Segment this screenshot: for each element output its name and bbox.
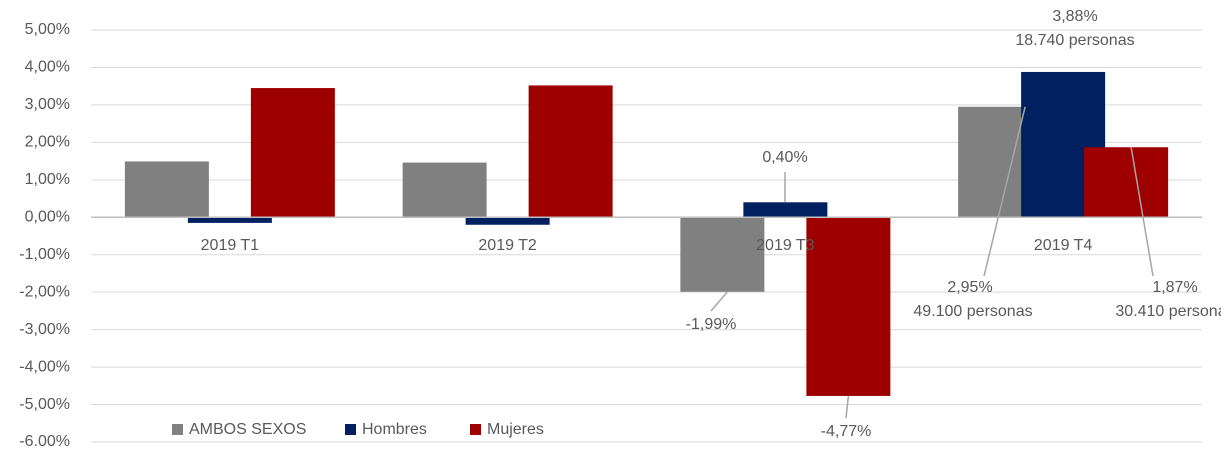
data-label: 3,88% — [1052, 8, 1097, 25]
leader-line — [1130, 147, 1154, 277]
y-tick-label: 2,00% — [25, 134, 70, 151]
legend-swatch — [172, 424, 183, 435]
bar — [1084, 147, 1169, 218]
y-tick-label: -2,00% — [19, 283, 70, 300]
bar — [250, 88, 335, 218]
y-tick-label: -3,00% — [19, 321, 70, 338]
y-tick-label: -5,00% — [19, 396, 70, 413]
x-tick-label: 2019 T1 — [201, 237, 260, 254]
y-tick-label: 4,00% — [25, 59, 70, 76]
y-tick-label: 0,00% — [25, 208, 70, 225]
legend-label: AMBOS SEXOS — [189, 421, 306, 438]
bar — [680, 217, 765, 292]
data-label: 2,95% — [947, 279, 992, 296]
x-tick-label: 2019 T3 — [756, 237, 815, 254]
x-tick-label: 2019 T2 — [478, 237, 537, 254]
leader-line — [983, 106, 1026, 277]
bar — [743, 202, 828, 218]
data-note: 30.410 personas — [1115, 303, 1221, 320]
data-label: 0,40% — [762, 149, 807, 166]
y-tick-label: 1,00% — [25, 171, 70, 188]
data-label: -4,77% — [821, 423, 872, 440]
y-tick-label: 3,00% — [25, 96, 70, 113]
x-tick-label: 2019 T4 — [1034, 237, 1093, 254]
legend-label: Hombres — [362, 421, 427, 438]
y-tick-label: -1,00% — [19, 246, 70, 263]
bar — [187, 217, 272, 223]
leader-line — [710, 291, 728, 312]
legend-swatch — [470, 424, 481, 435]
bar — [402, 162, 487, 218]
y-tick-label: -4,00% — [19, 358, 70, 375]
bar — [124, 161, 209, 218]
y-tick-label: -6.00% — [19, 433, 70, 450]
bar — [806, 217, 891, 396]
leader-line — [845, 395, 850, 419]
bar — [528, 85, 613, 218]
legend-swatch — [345, 424, 356, 435]
data-note: 49.100 personas — [913, 303, 1032, 320]
data-label: -1,99% — [686, 316, 737, 333]
bar — [465, 217, 550, 225]
y-tick-label: 5,00% — [25, 21, 70, 38]
data-note: 18.740 personas — [1015, 32, 1134, 49]
legend-label: Mujeres — [487, 421, 544, 438]
data-label: 1,87% — [1152, 279, 1197, 296]
